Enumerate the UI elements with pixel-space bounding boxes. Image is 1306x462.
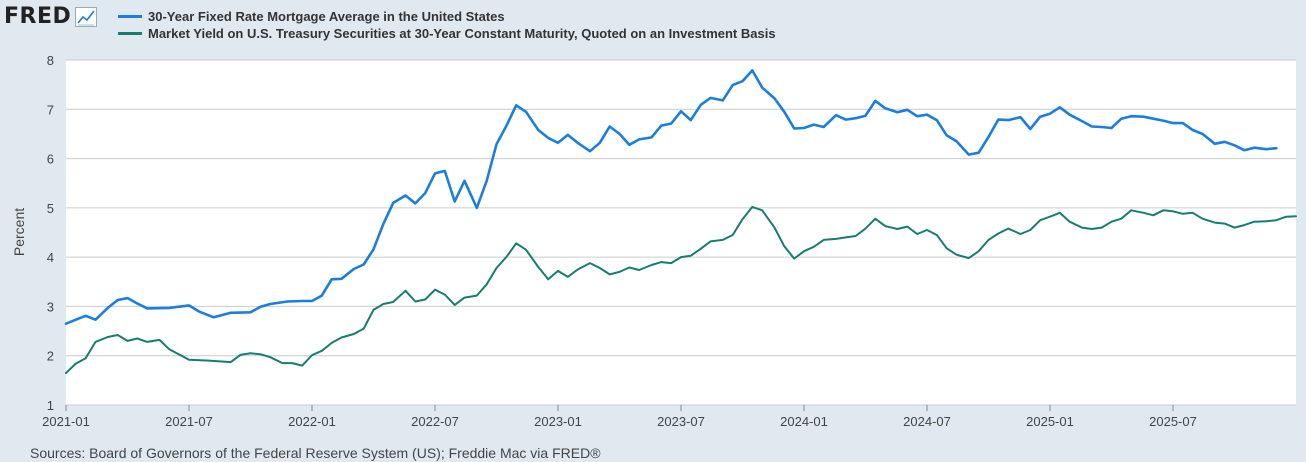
x-tick-label: 2024-07 xyxy=(903,414,951,429)
x-tick-label: 2024-01 xyxy=(780,414,828,429)
series-line-treasury[interactable] xyxy=(65,205,1297,374)
x-tick-label: 2022-07 xyxy=(411,414,459,429)
y-tick-label: 6 xyxy=(47,152,54,167)
y-tick-label: 5 xyxy=(47,201,54,216)
x-tick-label: 2021-01 xyxy=(42,414,90,429)
y-tick-label: 7 xyxy=(47,102,54,117)
logo-text: FRED xyxy=(4,4,72,29)
plot-area xyxy=(66,60,1296,405)
y-tick-label: 1 xyxy=(47,398,54,413)
x-tick-label: 2023-01 xyxy=(534,414,582,429)
y-tick-label: 8 xyxy=(47,53,54,68)
y-tick-label: 3 xyxy=(47,299,54,314)
series-line-mortgage[interactable] xyxy=(64,69,1278,326)
x-tick-label: 2023-07 xyxy=(657,414,705,429)
legend-swatch-mortgage xyxy=(118,15,142,18)
y-axis-label: Percent xyxy=(11,208,27,256)
x-tick-label: 2022-01 xyxy=(288,414,336,429)
legend-label-mortgage: 30-Year Fixed Rate Mortgage Average in t… xyxy=(148,9,505,24)
line-chart-icon xyxy=(75,6,98,27)
chart-legend: 30-Year Fixed Rate Mortgage Average in t… xyxy=(118,8,776,42)
legend-item-treasury[interactable]: Market Yield on U.S. Treasury Securities… xyxy=(118,25,776,42)
x-tick-label: 2025-01 xyxy=(1026,414,1074,429)
x-tick-label: 2021-07 xyxy=(165,414,213,429)
y-tick-label: 4 xyxy=(47,250,54,265)
legend-label-treasury: Market Yield on U.S. Treasury Securities… xyxy=(148,26,776,41)
legend-item-mortgage[interactable]: 30-Year Fixed Rate Mortgage Average in t… xyxy=(118,8,776,25)
fred-logo[interactable]: FRED xyxy=(4,4,98,29)
source-note: Sources: Board of Governors of the Feder… xyxy=(30,445,601,461)
y-tick-label: 2 xyxy=(47,349,54,364)
legend-swatch-treasury xyxy=(118,32,142,35)
x-tick-label: 2025-07 xyxy=(1149,414,1197,429)
